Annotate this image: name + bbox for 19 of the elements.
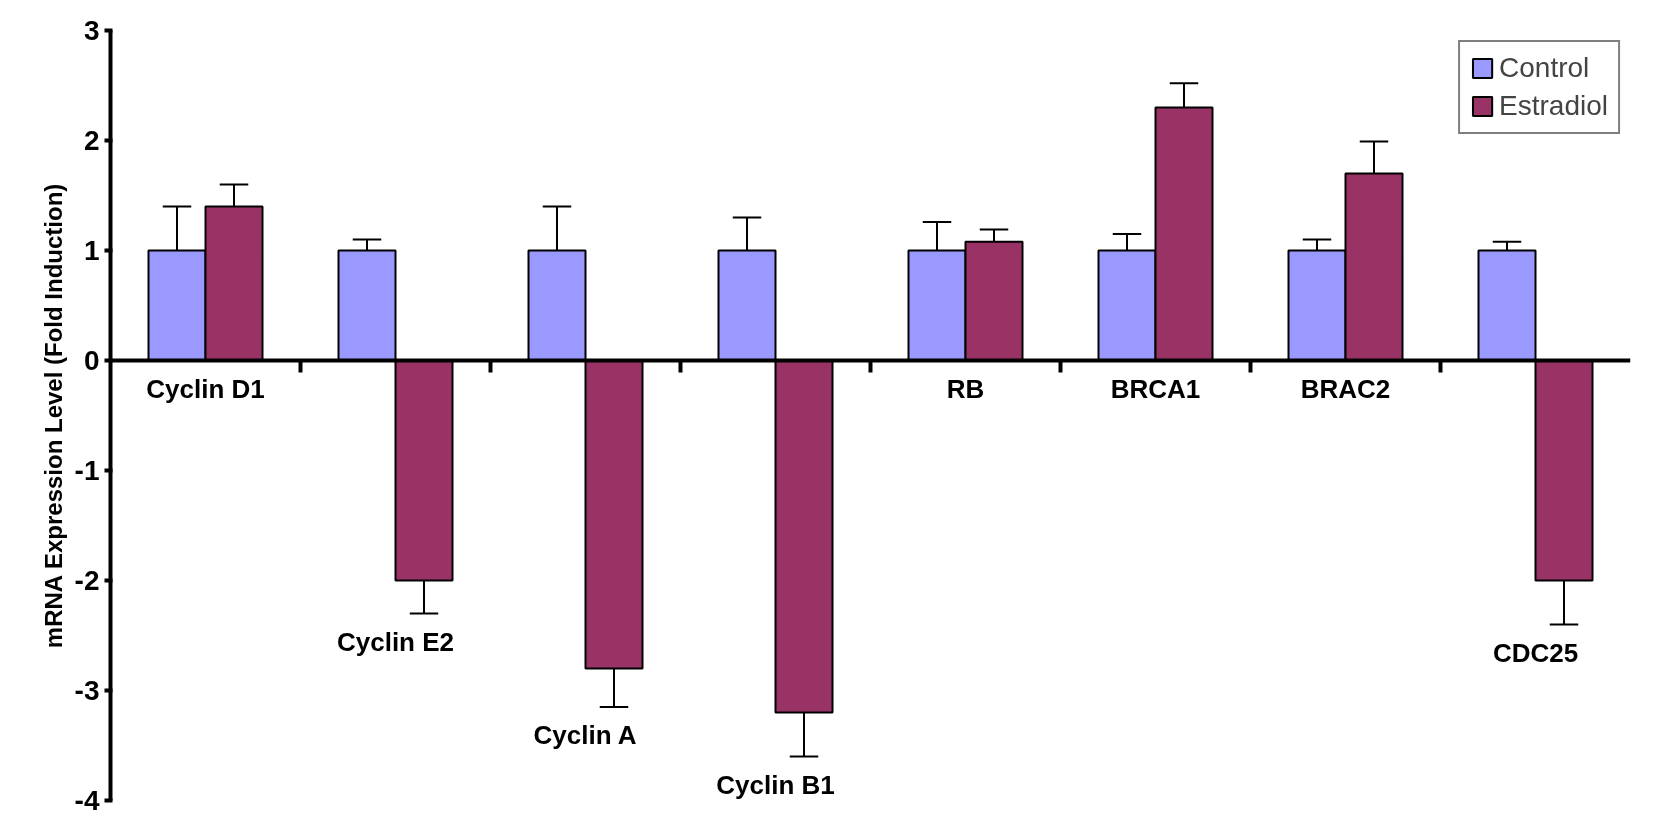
x-tick-label: Cyclin A (533, 720, 637, 751)
legend-label: Estradiol (1499, 90, 1608, 122)
legend-label: Control (1499, 52, 1590, 84)
x-tick-label: BRCA1 (1110, 373, 1201, 404)
y-tick-label: 0 (83, 345, 100, 376)
y-axis-title: mRNA Expression Level (Fold Induction) (39, 183, 67, 649)
y-tick-label: -4 (74, 785, 100, 816)
x-tick-label: Cyclin B1 (716, 769, 835, 800)
y-tick-label: 3 (83, 15, 100, 46)
y-tick-label: 1 (83, 235, 100, 266)
x-tick-label: Cyclin D1 (146, 373, 265, 404)
x-tick-label: RB (946, 373, 985, 404)
x-tick-label: Cyclin E2 (336, 626, 455, 657)
x-tick-label: BRAC2 (1300, 373, 1391, 404)
x-tick-label: CDC25 (1492, 637, 1579, 668)
y-tick-label: -3 (74, 675, 100, 706)
y-tick-label: -1 (74, 455, 100, 486)
y-tick-label: -2 (74, 565, 100, 596)
y-tick-label: 2 (83, 125, 100, 156)
